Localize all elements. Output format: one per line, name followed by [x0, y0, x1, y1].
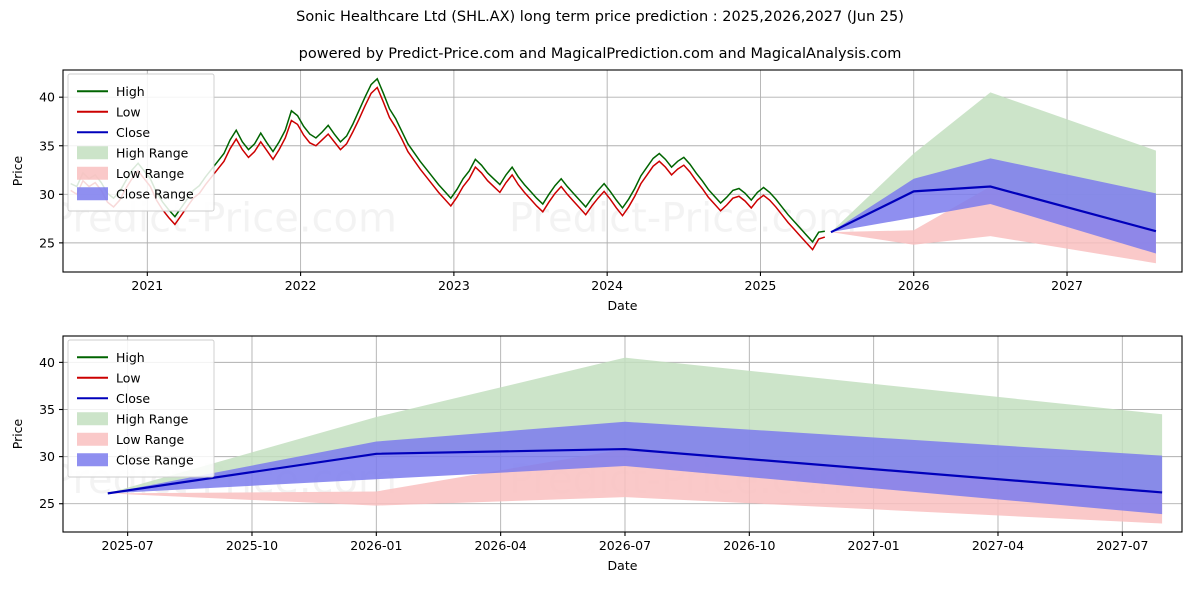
x-tick-label: 2026 [898, 278, 930, 293]
x-tick-label: 2025 [745, 278, 777, 293]
x-tick-label: 2026-04 [475, 538, 527, 553]
x-tick-label: 2027-04 [972, 538, 1024, 553]
x-tick-label: 2025-10 [226, 538, 278, 553]
bottom-chart-axes-frame [62, 335, 1183, 533]
x-tick-label: 2026-07 [599, 538, 651, 553]
legend-item-label: Close [116, 391, 150, 406]
legend-patch-swatch [77, 166, 108, 180]
legend-item-close[interactable]: Close [77, 391, 150, 406]
legend-item-label: Close [116, 125, 150, 140]
legend-item-label: High [116, 350, 145, 365]
legend-item-label: Low Range [116, 166, 185, 181]
x-tick-label: 2025-07 [102, 538, 154, 553]
x-tick-label: 2024 [591, 278, 623, 293]
y-tick-label: 25 [39, 496, 55, 511]
bottom-chart: Predict-Price.comPredict-Price.com253035… [10, 335, 1183, 573]
y-tick-label: 25 [39, 235, 55, 250]
legend-item-close-range[interactable]: Close Range [77, 186, 194, 201]
legend-patch-swatch [77, 432, 108, 446]
top-chart-x-axis: 2021 2022 2023 2024 2025 2026 2027 Date [131, 272, 1083, 313]
page-subtitle: powered by Predict-Price.com and Magical… [298, 46, 902, 62]
page-title: Sonic Healthcare Ltd (SHL.AX) long term … [296, 9, 904, 25]
legend-item-high[interactable]: High [77, 350, 145, 365]
close-series-line [107, 447, 1163, 495]
legend-item-low[interactable]: Low [77, 104, 141, 119]
legend-item-label: Close Range [116, 186, 194, 201]
y-tick-label: 40 [39, 90, 55, 105]
legend-item-label: Low Range [116, 432, 185, 447]
x-tick-label: 2023 [438, 278, 470, 293]
top-chart: Predict-Price.comPredict-Price.com253035… [10, 69, 1183, 313]
low-range-band [107, 449, 1163, 524]
x-tick-label: 2027 [1051, 278, 1083, 293]
legend-item-label: Close Range [116, 452, 194, 467]
bottom-chart-y-axis: 25 30 35 40 Price [10, 355, 63, 511]
x-tick-label: 2022 [285, 278, 317, 293]
y-axis-title: Price [10, 418, 25, 449]
legend-item-high-range[interactable]: High Range [77, 411, 189, 426]
legend-item-high[interactable]: High [77, 84, 145, 99]
y-tick-label: 30 [39, 449, 55, 464]
y-axis-title: Price [10, 155, 25, 186]
legend-item-label: High [116, 84, 145, 99]
legend-item-high-range[interactable]: High Range [77, 145, 189, 160]
legend-item-label: Low [116, 370, 141, 385]
x-tick-label: 2027-01 [848, 538, 900, 553]
legend-item-low-range[interactable]: Low Range [77, 432, 185, 447]
x-axis-title: Date [608, 558, 638, 573]
legend-item-label: High Range [116, 145, 189, 160]
x-tick-label: 2021 [131, 278, 163, 293]
legend-item-close[interactable]: Close [77, 125, 150, 140]
legend-item-low[interactable]: Low [77, 370, 141, 385]
top-chart-legend: High Low Close High Range Low Range Close Ran… [67, 73, 215, 212]
x-axis-title: Date [608, 298, 638, 313]
x-tick-label: 2026-01 [350, 538, 402, 553]
watermark-label: Predict-Price.com [509, 196, 857, 242]
legend-patch-swatch [77, 453, 108, 467]
y-tick-label: 30 [39, 187, 55, 202]
legend-patch-swatch [77, 187, 108, 201]
y-tick-label: 35 [39, 402, 55, 417]
close-series-line [830, 185, 1157, 234]
y-tick-label: 40 [39, 355, 55, 370]
legend-item-label: Low [116, 104, 141, 119]
legend-item-low-range[interactable]: Low Range [77, 166, 185, 181]
close-range-band [107, 421, 1163, 515]
close-range-band [830, 158, 1156, 254]
top-chart-axes-frame [62, 69, 1183, 273]
legend-item-label: High Range [116, 411, 189, 426]
y-tick-label: 35 [39, 138, 55, 153]
x-tick-label: 2027-07 [1096, 538, 1148, 553]
legend-item-close-range[interactable]: Close Range [77, 452, 194, 467]
bottom-chart-x-axis: 2025-07 2025-10 2026-01 2026-04 2026-07 2026-… [102, 532, 1148, 573]
low-range-band [830, 186, 1156, 264]
bottom-chart-legend: High Low Close High Range Low Range Close Ran… [67, 339, 215, 478]
x-tick-label: 2026-10 [723, 538, 775, 553]
legend-patch-swatch [77, 412, 108, 426]
top-chart-y-axis: 25 30 35 40 Price [10, 90, 63, 250]
bottom-chart-data [107, 357, 1163, 524]
legend-patch-swatch [77, 146, 108, 160]
